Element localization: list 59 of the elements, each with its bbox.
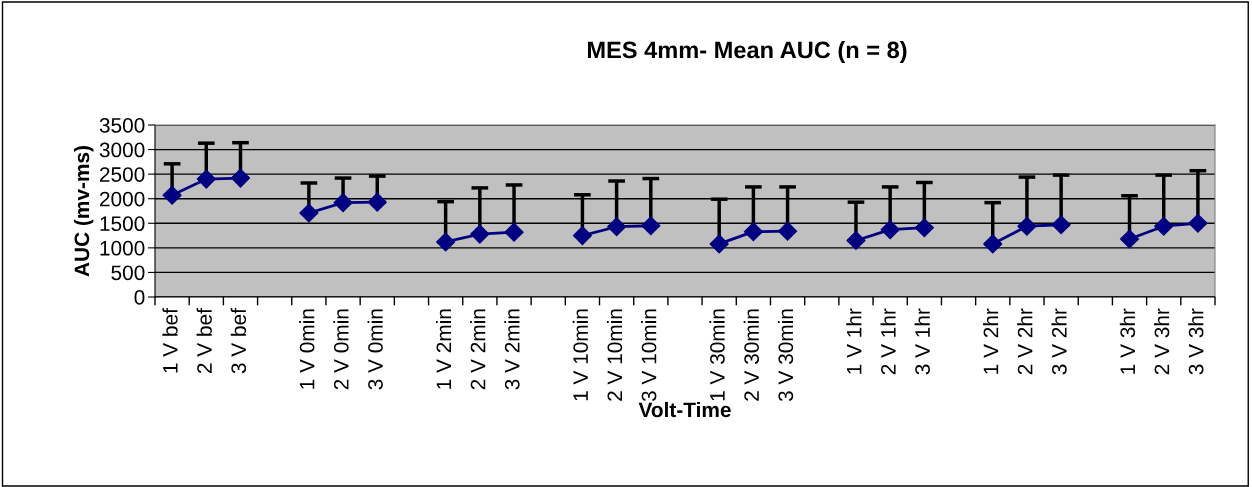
x-tick-label: 3 V 10min xyxy=(641,309,657,402)
point xyxy=(607,217,627,237)
point xyxy=(1188,213,1208,233)
point xyxy=(470,224,490,244)
point xyxy=(162,185,182,205)
x-tick-label: 3 V 30min xyxy=(777,309,794,402)
y-tick-label: 3500 xyxy=(99,118,145,133)
x-tick-label: 2 V 1hr xyxy=(880,308,896,375)
x-tick-label: 1 V bef xyxy=(162,308,178,373)
point xyxy=(778,221,798,241)
x-tick-label: 3 V 2hr xyxy=(1051,308,1067,375)
x-tick-label: 1 V 3hr xyxy=(1119,308,1136,374)
y-tick-label: 1000 xyxy=(100,240,145,256)
x-tick-label: 2 V bef xyxy=(196,308,212,374)
y-tick-label: 500 xyxy=(111,265,145,281)
point xyxy=(196,169,216,189)
x-tick-label: 1 V 2min xyxy=(435,309,452,389)
point xyxy=(709,234,729,254)
x-tick-label: 3 V bef xyxy=(230,308,247,374)
x-tick-label: 1 V 10min xyxy=(572,309,589,401)
point xyxy=(846,230,866,251)
y-axis-title: AUC (mv-ms) xyxy=(73,146,94,277)
x-tick-label: 2 V 30min xyxy=(743,309,759,401)
x-tick-label: 2 V 3hr xyxy=(1154,308,1170,375)
y-tick-label: 2000 xyxy=(99,191,145,207)
point xyxy=(641,216,661,236)
point xyxy=(1119,229,1140,249)
x-tick-label: 2 V 2hr xyxy=(1017,308,1033,375)
x-tick-label: 3 V 3hr xyxy=(1188,308,1204,375)
point xyxy=(1051,215,1071,235)
point xyxy=(504,222,524,242)
x-axis-title: Volt-Time xyxy=(638,401,731,418)
point xyxy=(333,193,353,213)
x-tick-label: 3 V 1hr xyxy=(914,308,930,375)
x-tick-label: 1 V 30min xyxy=(709,309,725,401)
y-tick-label: 1500 xyxy=(100,216,145,232)
point xyxy=(1017,216,1037,236)
x-tick-label: 3 V 2min xyxy=(504,309,520,390)
x-tick-label: 3 V 0min xyxy=(367,309,383,390)
x-tick-label: 2 V 2min xyxy=(470,309,486,390)
x-tick-label: 2 V 0min xyxy=(333,309,349,390)
point xyxy=(367,192,387,212)
point xyxy=(299,203,319,223)
x-tick-label: 2 V 10min xyxy=(606,309,623,401)
point xyxy=(230,168,251,188)
point xyxy=(572,226,592,246)
x-tick-label: 1 V 0min xyxy=(299,309,315,389)
x-tick-label: 1 V 2hr xyxy=(983,308,999,374)
point xyxy=(880,220,900,240)
y-tick-label: 3000 xyxy=(99,142,145,158)
point xyxy=(436,232,456,252)
point xyxy=(914,218,934,238)
point xyxy=(743,222,763,242)
point xyxy=(983,234,1003,254)
y-tick-label: 0 xyxy=(134,290,145,305)
x-tick-label: 1 V 1hr xyxy=(846,308,862,374)
point xyxy=(1154,216,1174,236)
y-tick-label: 2500 xyxy=(99,167,145,182)
chart-title: MES 4mm- Mean AUC (n = 8) xyxy=(587,41,907,63)
